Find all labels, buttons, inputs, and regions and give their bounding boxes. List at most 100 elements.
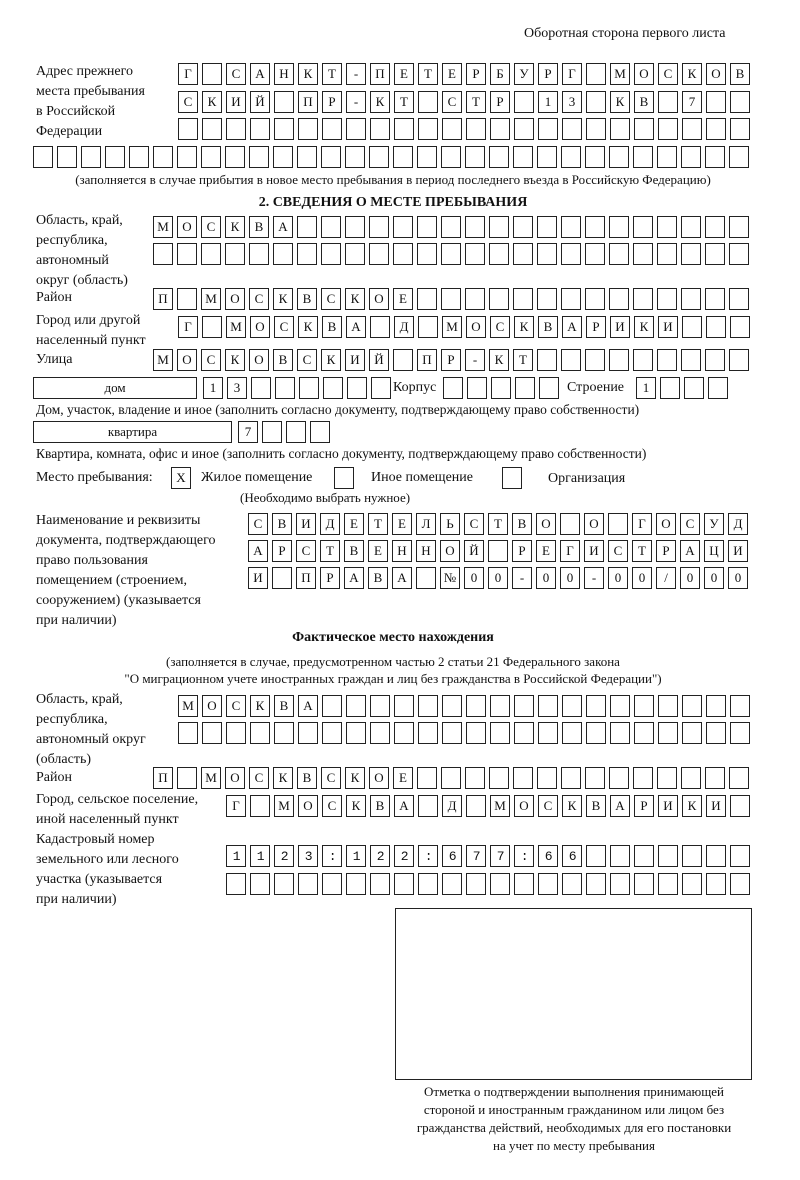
char-cell[interactable]: М — [490, 795, 510, 817]
char-cell[interactable]: 1 — [203, 377, 223, 399]
char-cell[interactable]: Т — [368, 513, 388, 535]
char-cell[interactable]: Е — [392, 513, 412, 535]
char-cell[interactable]: В — [368, 567, 388, 589]
char-cell[interactable]: О — [369, 288, 389, 310]
char-cell[interactable] — [729, 288, 749, 310]
char-cell[interactable]: Е — [393, 288, 413, 310]
char-cell[interactable] — [586, 722, 606, 744]
char-cell[interactable] — [346, 118, 366, 140]
char-cell[interactable]: 0 — [680, 567, 700, 589]
char-cell[interactable] — [467, 377, 487, 399]
char-cell[interactable] — [633, 146, 653, 168]
char-cell[interactable] — [513, 146, 533, 168]
char-cell[interactable] — [706, 316, 726, 338]
char-cell[interactable]: К — [225, 349, 245, 371]
char-cell[interactable] — [466, 695, 486, 717]
char-cell[interactable] — [658, 845, 678, 867]
char-cell[interactable] — [634, 118, 654, 140]
char-cell[interactable] — [202, 722, 222, 744]
char-cell[interactable] — [201, 146, 221, 168]
char-cell[interactable]: - — [512, 567, 532, 589]
char-cell[interactable] — [442, 695, 462, 717]
char-cell[interactable]: Т — [513, 349, 533, 371]
char-cell[interactable] — [226, 722, 246, 744]
char-cell[interactable] — [537, 767, 557, 789]
char-cell[interactable] — [274, 91, 294, 113]
char-cell[interactable]: Е — [368, 540, 388, 562]
char-cell[interactable] — [706, 91, 726, 113]
char-cell[interactable] — [658, 722, 678, 744]
char-cell[interactable] — [489, 243, 509, 265]
char-cell[interactable] — [513, 767, 533, 789]
char-cell[interactable] — [441, 767, 461, 789]
char-cell[interactable]: О — [440, 540, 460, 562]
char-cell[interactable] — [706, 873, 726, 895]
char-cell[interactable] — [394, 873, 414, 895]
char-cell[interactable] — [465, 146, 485, 168]
char-cell[interactable] — [178, 722, 198, 744]
char-cell[interactable] — [177, 767, 197, 789]
char-cell[interactable]: К — [610, 91, 630, 113]
char-cell[interactable]: К — [346, 795, 366, 817]
char-cell[interactable] — [466, 845, 486, 867]
char-cell[interactable] — [273, 146, 293, 168]
char-cell[interactable]: К — [682, 795, 702, 817]
char-cell[interactable]: 0 — [464, 567, 484, 589]
char-cell[interactable] — [321, 146, 341, 168]
char-cell[interactable] — [705, 216, 725, 238]
char-cell[interactable] — [490, 873, 510, 895]
checkbox-residential[interactable]: X — [171, 467, 191, 489]
char-cell[interactable] — [538, 873, 558, 895]
char-cell[interactable]: О — [225, 767, 245, 789]
char-cell[interactable]: Г — [632, 513, 652, 535]
char-cell[interactable] — [633, 288, 653, 310]
char-cell[interactable]: Г — [178, 63, 198, 85]
char-cell[interactable] — [609, 146, 629, 168]
char-cell[interactable]: И — [658, 316, 678, 338]
char-cell[interactable] — [705, 349, 725, 371]
char-cell[interactable] — [250, 722, 270, 744]
char-cell[interactable] — [539, 377, 559, 399]
char-cell[interactable] — [202, 316, 222, 338]
char-cell[interactable] — [418, 795, 438, 817]
char-cell[interactable] — [681, 216, 701, 238]
char-cell[interactable] — [586, 845, 606, 867]
char-cell[interactable] — [442, 845, 462, 867]
char-cell[interactable]: Р — [538, 63, 558, 85]
char-cell[interactable]: В — [322, 316, 342, 338]
char-cell[interactable]: С — [249, 767, 269, 789]
char-cell[interactable] — [465, 243, 485, 265]
char-cell[interactable] — [682, 845, 702, 867]
char-cell[interactable]: К — [321, 349, 341, 371]
char-cell[interactable]: - — [346, 63, 366, 85]
char-cell[interactable] — [560, 513, 580, 535]
char-cell[interactable]: К — [345, 288, 365, 310]
char-cell[interactable] — [513, 216, 533, 238]
char-cell[interactable] — [250, 845, 270, 867]
char-cell[interactable] — [250, 873, 270, 895]
char-cell[interactable] — [706, 722, 726, 744]
char-cell[interactable] — [657, 288, 677, 310]
char-cell[interactable] — [514, 873, 534, 895]
char-cell[interactable] — [610, 722, 630, 744]
char-cell[interactable] — [610, 873, 630, 895]
char-cell[interactable] — [251, 377, 271, 399]
char-cell[interactable]: И — [296, 513, 316, 535]
char-cell[interactable] — [272, 567, 292, 589]
char-cell[interactable] — [153, 243, 173, 265]
char-cell[interactable]: С — [658, 63, 678, 85]
char-cell[interactable] — [262, 421, 282, 443]
char-cell[interactable]: О — [177, 216, 197, 238]
char-cell[interactable] — [658, 91, 678, 113]
char-cell[interactable] — [538, 722, 558, 744]
char-cell[interactable]: О — [177, 349, 197, 371]
char-cell[interactable]: Г — [178, 316, 198, 338]
char-cell[interactable] — [347, 377, 367, 399]
char-cell[interactable] — [129, 146, 149, 168]
char-cell[interactable]: М — [153, 216, 173, 238]
char-cell[interactable] — [274, 873, 294, 895]
char-cell[interactable]: К — [298, 316, 318, 338]
char-cell[interactable] — [538, 695, 558, 717]
char-cell[interactable] — [417, 146, 437, 168]
char-cell[interactable]: 0 — [536, 567, 556, 589]
